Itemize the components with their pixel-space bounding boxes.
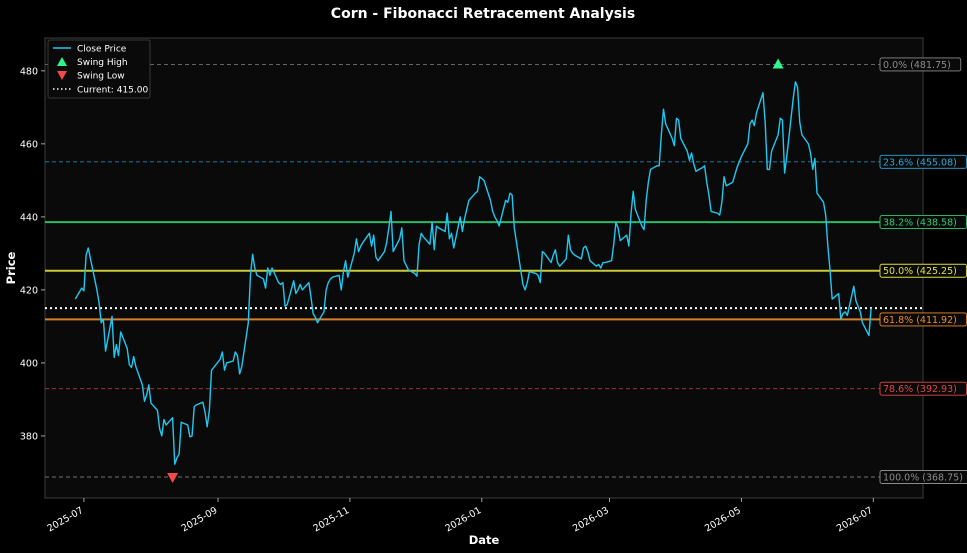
legend-box: [47, 39, 151, 99]
legend-swing-high-label: Swing High: [77, 58, 128, 68]
price-series-group: [74, 81, 872, 465]
y-tick-label: 400: [20, 358, 38, 369]
close-price-line: [74, 81, 872, 465]
fib-level-label-box: [879, 57, 962, 72]
fib-level-label: 78.6% (392.93): [883, 384, 957, 395]
fib-level-label: 50.0% (425.25): [883, 266, 957, 277]
legend-swing-low-label: Swing Low: [77, 72, 125, 82]
legend-close-label: Close Price: [77, 45, 127, 55]
plot-area: [44, 37, 924, 499]
y-tick-label: 460: [20, 139, 38, 150]
y-tick-label: 440: [20, 212, 38, 223]
fib-level-label: 61.8% (411.92): [883, 315, 957, 326]
legend-swing-low-icon: [57, 71, 67, 80]
chart-title: Corn - Fibonacci Retracement Analysis: [331, 6, 635, 22]
swing-high-marker: [772, 58, 784, 69]
legend-swing-high-icon: [57, 57, 67, 66]
x-axis-label: Date: [469, 533, 500, 547]
swing-markers: [167, 58, 784, 484]
y-tick-label: 480: [20, 66, 38, 77]
fib-level-label-box: [879, 470, 967, 484]
fib-level-label: 100.0% (368.75): [883, 473, 963, 484]
y-tick-label: 420: [20, 285, 38, 296]
fib-level-label: 0.0% (481.75): [883, 60, 951, 71]
y-axis-ticks: 380 400 420 440 460 480: [20, 66, 45, 442]
y-tick-label: 380: [20, 431, 38, 442]
y-axis-label: Price: [4, 251, 18, 284]
fib-level-label: 38.2% (438.58): [883, 218, 957, 229]
fib-level-label: 23.6% (455.08): [883, 157, 957, 168]
swing-low-marker: [167, 473, 179, 484]
legend: Close Price Swing High Swing Low Current…: [47, 39, 151, 99]
legend-current-label: Current: 415.00: [77, 86, 148, 96]
